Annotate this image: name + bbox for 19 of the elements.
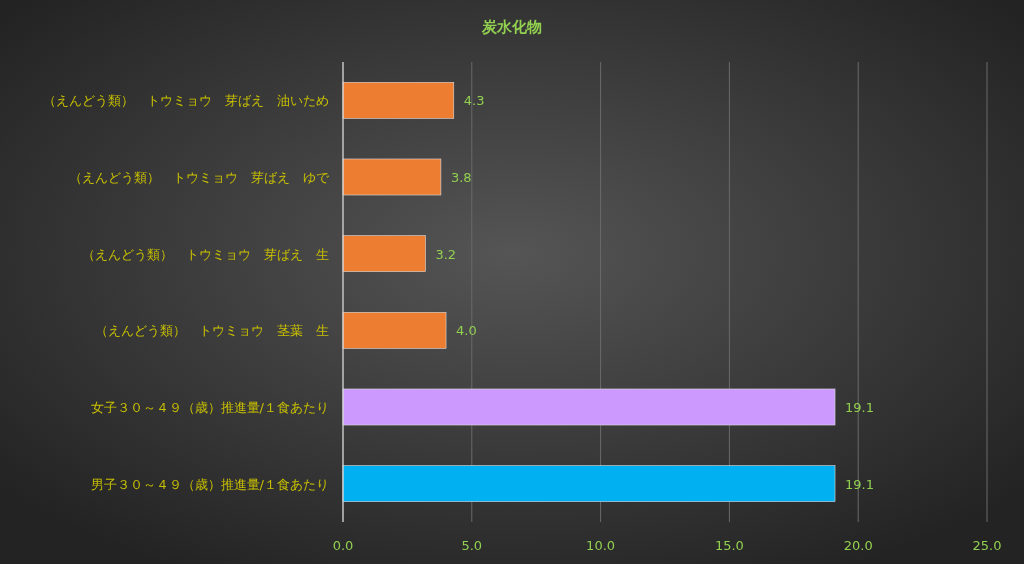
chart-title: 炭水化物 [481,18,542,36]
data-label: 19.1 [845,476,874,492]
y-tick-label: 男子３０～４９（歳）推進量/１食あたり [90,476,329,492]
y-tick-label: （えんどう類） トウミョウ 芽ばえ 油いため [43,93,329,109]
data-label: 3.8 [450,170,472,185]
x-tick-label: 5.0 [461,538,483,553]
data-label: 4.3 [463,93,485,109]
x-tick-label: 25.0 [972,538,1002,553]
y-tick-label: （えんどう類） トウミョウ 芽ばえ ゆで [69,170,330,185]
data-label: 3.2 [435,246,457,262]
data-label: 19.1 [845,400,874,415]
data-label: 4.0 [456,323,477,339]
y-tick-label: 女子３０～４９（歳）推進量/１食あたり [90,400,329,415]
y-tick-label: （えんどう類） トウミョウ 芽ばえ 生 [82,246,329,262]
x-tick-label: 15.0 [714,538,744,553]
y-tick-label: （えんどう類） トウミョウ 茎葉 生 [95,323,329,339]
x-tick-label: 10.0 [586,538,616,553]
x-tick-label: 20.0 [843,538,873,553]
x-tick-label: 0.0 [332,538,354,553]
